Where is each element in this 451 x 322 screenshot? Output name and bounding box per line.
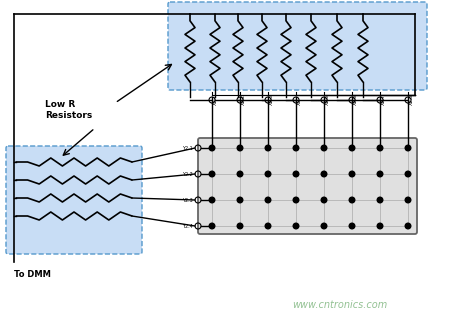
Circle shape <box>321 197 327 203</box>
Circle shape <box>237 145 243 151</box>
Text: Y2.3: Y2.3 <box>182 197 193 203</box>
Circle shape <box>321 171 327 177</box>
Circle shape <box>293 223 299 229</box>
Text: Y2.4: Y2.4 <box>182 223 193 229</box>
Circle shape <box>209 171 215 177</box>
Text: Y2.1: Y2.1 <box>182 146 193 150</box>
Text: X1: X1 <box>297 99 302 105</box>
Circle shape <box>349 145 355 151</box>
Circle shape <box>293 145 299 151</box>
Text: Y2.2: Y2.2 <box>182 172 193 176</box>
Circle shape <box>377 171 383 177</box>
Circle shape <box>209 223 215 229</box>
Circle shape <box>349 171 355 177</box>
Circle shape <box>293 171 299 177</box>
Circle shape <box>237 171 243 177</box>
Text: www.cntronics.com: www.cntronics.com <box>292 300 387 310</box>
Text: X2.2: X2.2 <box>241 94 246 105</box>
Circle shape <box>405 145 411 151</box>
Text: X2.8: X2.8 <box>409 94 414 105</box>
Text: X2.7: X2.7 <box>381 94 386 105</box>
Circle shape <box>265 197 271 203</box>
Circle shape <box>237 223 243 229</box>
Circle shape <box>377 145 383 151</box>
Circle shape <box>293 197 299 203</box>
FancyBboxPatch shape <box>168 2 427 90</box>
Circle shape <box>237 197 243 203</box>
Circle shape <box>321 223 327 229</box>
Circle shape <box>377 223 383 229</box>
FancyBboxPatch shape <box>198 138 417 234</box>
Circle shape <box>377 197 383 203</box>
Circle shape <box>265 145 271 151</box>
FancyBboxPatch shape <box>6 146 142 254</box>
Circle shape <box>209 145 215 151</box>
Circle shape <box>265 223 271 229</box>
Circle shape <box>405 223 411 229</box>
Circle shape <box>349 223 355 229</box>
Text: X2.5: X2.5 <box>325 94 330 105</box>
Text: X2.3: X2.3 <box>269 94 274 105</box>
Circle shape <box>349 197 355 203</box>
Circle shape <box>265 171 271 177</box>
Text: To DMM: To DMM <box>14 270 51 279</box>
Text: X2.1: X2.1 <box>213 94 218 105</box>
Circle shape <box>209 197 215 203</box>
Text: Low R
Resistors: Low R Resistors <box>45 100 92 120</box>
Text: X2.6: X2.6 <box>353 94 358 105</box>
Circle shape <box>405 197 411 203</box>
Circle shape <box>321 145 327 151</box>
Circle shape <box>405 171 411 177</box>
